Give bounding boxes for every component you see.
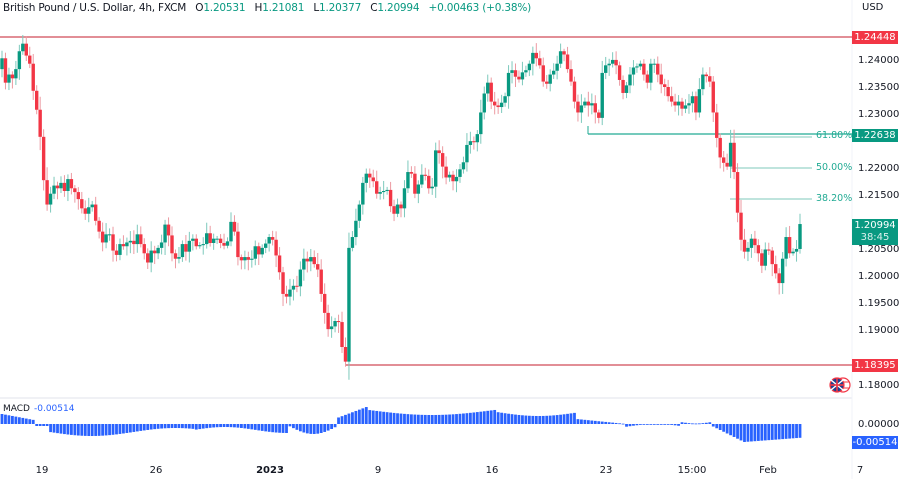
price-axis-label: 1.18000: [858, 380, 900, 391]
price-axis-label: 1.21500: [858, 190, 900, 201]
chart-legend: British Pound / U.S. Dollar, 4h, FXCM O1…: [3, 2, 531, 14]
time-axis-label: 23: [599, 465, 613, 476]
low-value: 1.20377: [319, 2, 362, 14]
time-axis-label: 19: [35, 465, 49, 476]
bar-countdown: 38:45: [860, 232, 890, 243]
price-axis-label: 1.22000: [858, 163, 900, 174]
time-axis-label: Feb: [759, 465, 777, 476]
price-axis-label: 1.23500: [858, 82, 900, 93]
macd-title: MACD: [3, 404, 30, 414]
support-price-tag: 1.18395: [852, 359, 898, 372]
time-axis-label: 26: [149, 465, 163, 476]
high-label: H: [254, 2, 263, 14]
symbol-title[interactable]: British Pound / U.S. Dollar, 4h, FXCM: [3, 2, 187, 14]
open-label: O: [195, 2, 204, 14]
fib-500-label: 50.00%: [816, 162, 853, 173]
time-axis-label: 7: [856, 465, 864, 476]
price-axis-label: 1.20000: [858, 271, 900, 282]
price-axis-label: 1.24000: [858, 55, 900, 66]
change-value: +0.00463 (+0.38%): [428, 2, 532, 14]
macd-value-tag: -0.00514: [852, 436, 898, 449]
time-axis-label: 9: [374, 465, 382, 476]
current-price-tag: 1.20994 38:45: [852, 219, 898, 245]
macd-legend[interactable]: MACD -0.00514: [3, 404, 74, 414]
time-axis-label: 2023: [256, 465, 284, 476]
price-axis-label: 1.19000: [858, 325, 900, 336]
price-axis-label: 1.23000: [858, 109, 900, 120]
open-value: 1.20531: [203, 2, 246, 14]
price-axis-label: 1.19500: [858, 298, 900, 309]
close-label: C: [370, 2, 378, 14]
price-axis-label: 1.20500: [858, 244, 900, 255]
fib-level-price-tag: 1.22638: [852, 129, 898, 142]
macd-zero-label: 0.00000: [858, 419, 900, 430]
time-axis-label: 16: [485, 465, 499, 476]
fib-618-label: 61.80%: [816, 130, 853, 141]
gbp-usd-flag-icon[interactable]: [829, 377, 851, 393]
high-value: 1.21081: [262, 2, 305, 14]
resistance-price-tag: 1.24448: [852, 31, 898, 44]
low-label: L: [313, 2, 320, 14]
fib-382-label: 38.20%: [816, 193, 853, 204]
current-price: 1.20994: [854, 220, 896, 231]
time-axis-label: 15:00: [677, 465, 707, 476]
close-value: 1.20994: [377, 2, 420, 14]
macd-value: -0.00514: [33, 404, 75, 414]
currency-label[interactable]: USD: [862, 2, 884, 13]
